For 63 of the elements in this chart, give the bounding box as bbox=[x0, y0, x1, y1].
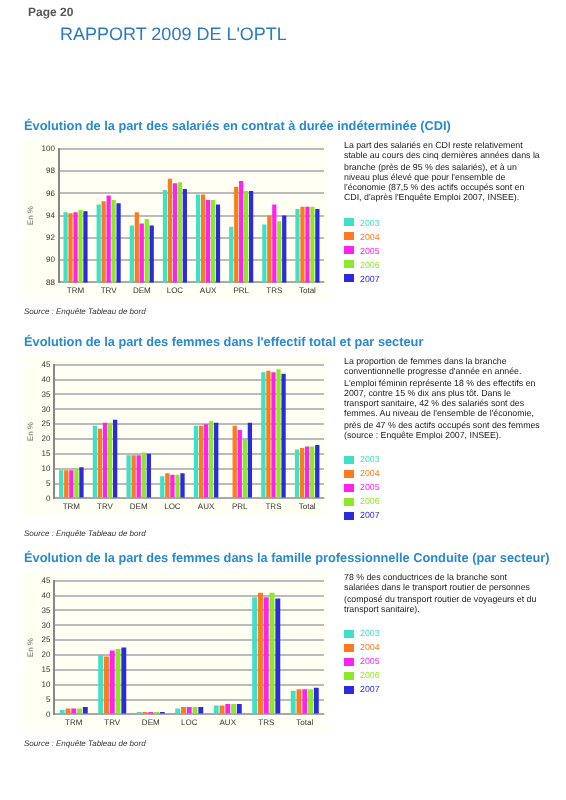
bar bbox=[276, 369, 281, 498]
bar bbox=[112, 419, 118, 498]
bar bbox=[64, 470, 69, 498]
bar bbox=[281, 373, 286, 498]
bar bbox=[79, 467, 84, 498]
bar bbox=[237, 430, 242, 498]
bar bbox=[242, 439, 247, 498]
bar bbox=[294, 449, 300, 498]
bar bbox=[180, 473, 185, 498]
bar bbox=[214, 422, 219, 498]
bar bbox=[181, 706, 186, 714]
bar bbox=[98, 655, 104, 714]
bar bbox=[121, 647, 127, 714]
bar bbox=[198, 706, 204, 714]
bar bbox=[77, 708, 82, 714]
bar bbox=[107, 422, 113, 498]
text: RAPPORT 2009 DE L'OPTL bbox=[60, 24, 287, 44]
bar bbox=[160, 476, 165, 498]
bar bbox=[92, 425, 98, 498]
bar bbox=[141, 452, 146, 498]
bar bbox=[261, 372, 266, 498]
bar bbox=[209, 421, 214, 498]
bar bbox=[290, 690, 296, 714]
bar bbox=[275, 598, 281, 714]
bar bbox=[308, 689, 313, 714]
bar bbox=[232, 425, 237, 498]
bar bbox=[104, 656, 109, 714]
bar bbox=[193, 425, 199, 498]
bar bbox=[170, 474, 175, 498]
bar bbox=[315, 444, 320, 498]
bar bbox=[186, 706, 192, 714]
bar bbox=[258, 592, 263, 714]
bar bbox=[69, 470, 74, 498]
bar bbox=[310, 446, 315, 498]
bar bbox=[74, 468, 79, 498]
bar bbox=[213, 705, 219, 714]
bar bbox=[82, 706, 88, 714]
bar bbox=[271, 372, 276, 498]
bar bbox=[302, 689, 308, 714]
bar bbox=[252, 597, 258, 714]
bar bbox=[263, 597, 269, 714]
bar bbox=[225, 704, 231, 714]
bar bbox=[299, 447, 305, 498]
bar bbox=[126, 455, 131, 498]
bar bbox=[97, 428, 103, 498]
bar bbox=[136, 455, 141, 498]
bar bbox=[175, 708, 181, 714]
bar bbox=[109, 650, 115, 714]
bar bbox=[131, 455, 136, 498]
bar bbox=[231, 704, 236, 714]
bar bbox=[59, 470, 64, 498]
bar bbox=[102, 422, 108, 498]
bar bbox=[247, 422, 253, 498]
bar bbox=[165, 473, 170, 498]
bar bbox=[71, 708, 77, 714]
bar bbox=[266, 370, 271, 498]
bar bbox=[305, 446, 310, 498]
bar bbox=[198, 425, 204, 498]
bar bbox=[175, 474, 180, 498]
bar bbox=[236, 704, 242, 714]
bar bbox=[203, 424, 209, 498]
bar bbox=[313, 687, 319, 714]
bar bbox=[146, 453, 151, 498]
